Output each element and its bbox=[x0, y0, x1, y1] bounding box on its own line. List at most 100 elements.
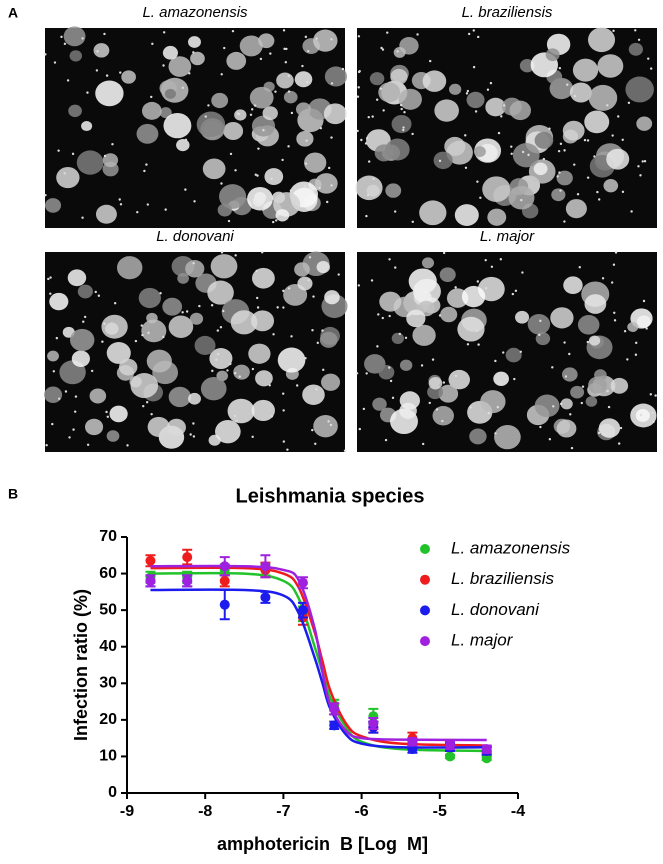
parasite bbox=[305, 139, 308, 142]
parasite bbox=[274, 90, 277, 93]
cell bbox=[89, 388, 107, 404]
parasite bbox=[612, 263, 616, 266]
parasite bbox=[226, 369, 229, 372]
cell bbox=[106, 342, 131, 364]
cell bbox=[247, 186, 273, 211]
parasite bbox=[307, 279, 310, 282]
parasite bbox=[484, 287, 488, 290]
parasite bbox=[612, 29, 615, 33]
data-point bbox=[260, 561, 271, 572]
parasite bbox=[64, 390, 68, 393]
parasite bbox=[289, 189, 293, 192]
cell bbox=[200, 377, 227, 401]
parasite bbox=[229, 362, 232, 366]
parasite bbox=[63, 172, 66, 175]
data-point bbox=[219, 599, 230, 610]
cell bbox=[448, 369, 470, 390]
parasite bbox=[285, 47, 288, 51]
cell bbox=[283, 90, 298, 104]
parasite bbox=[548, 127, 551, 130]
cell bbox=[189, 312, 204, 325]
parasite bbox=[318, 186, 321, 190]
parasite bbox=[97, 294, 101, 297]
cell bbox=[534, 394, 560, 418]
cell bbox=[69, 50, 83, 62]
parasite bbox=[283, 47, 286, 51]
cell bbox=[56, 166, 80, 189]
image-label: L. braziliensis bbox=[462, 4, 553, 21]
parasite bbox=[145, 400, 149, 404]
parasite bbox=[282, 289, 285, 293]
parasite bbox=[231, 29, 235, 33]
parasite bbox=[474, 110, 478, 113]
parasite bbox=[287, 145, 290, 148]
cell bbox=[324, 66, 347, 87]
parasite bbox=[357, 284, 361, 287]
data-point bbox=[219, 575, 230, 586]
parasite bbox=[364, 142, 368, 145]
cell bbox=[141, 319, 167, 343]
parasite bbox=[304, 357, 307, 360]
cell bbox=[584, 110, 610, 134]
parasite bbox=[147, 331, 150, 335]
parasite bbox=[219, 326, 223, 329]
cell bbox=[428, 377, 443, 390]
parasite bbox=[233, 414, 237, 418]
parasite bbox=[301, 64, 304, 68]
cell bbox=[588, 84, 618, 111]
cell bbox=[294, 71, 313, 88]
legend-marker bbox=[420, 605, 430, 616]
parasite bbox=[586, 340, 590, 344]
parasite bbox=[367, 115, 370, 119]
data-point bbox=[182, 575, 193, 586]
parasite bbox=[304, 35, 308, 39]
parasite bbox=[365, 214, 368, 218]
parasite bbox=[421, 442, 425, 446]
parasite bbox=[637, 38, 641, 42]
cell bbox=[421, 257, 435, 269]
parasite bbox=[95, 69, 99, 72]
parasite bbox=[321, 329, 324, 332]
cell bbox=[390, 68, 408, 85]
parasite bbox=[51, 422, 54, 426]
data-point bbox=[329, 703, 340, 714]
parasite bbox=[314, 442, 317, 445]
parasite bbox=[49, 292, 52, 295]
parasite bbox=[192, 422, 195, 425]
cell bbox=[233, 364, 250, 380]
legend-marker bbox=[420, 574, 430, 585]
parasite bbox=[510, 145, 513, 148]
cell bbox=[461, 285, 486, 308]
parasite bbox=[366, 193, 370, 197]
parasite bbox=[192, 262, 195, 265]
y-tick-label: 60 bbox=[99, 565, 117, 582]
cell bbox=[369, 72, 385, 86]
cell bbox=[163, 112, 192, 139]
cell bbox=[587, 27, 616, 53]
parasite bbox=[326, 200, 329, 204]
parasite bbox=[552, 405, 555, 408]
parasite bbox=[113, 302, 117, 305]
cell bbox=[494, 425, 521, 450]
parasite bbox=[106, 415, 110, 418]
cell bbox=[77, 284, 93, 299]
parasite bbox=[274, 219, 278, 222]
parasite bbox=[53, 61, 57, 64]
cell bbox=[625, 76, 654, 103]
x-tick-label: -6 bbox=[354, 803, 368, 820]
cell bbox=[44, 198, 62, 213]
cell bbox=[398, 88, 422, 110]
parasite bbox=[617, 442, 621, 445]
parasite bbox=[188, 72, 191, 75]
parasite bbox=[564, 375, 568, 378]
cell bbox=[146, 349, 172, 373]
cell bbox=[446, 140, 473, 165]
parasite bbox=[229, 152, 233, 156]
cell bbox=[545, 48, 560, 62]
cell bbox=[85, 418, 104, 436]
parasite bbox=[355, 372, 359, 375]
parasite bbox=[438, 159, 442, 163]
parasite bbox=[72, 428, 75, 431]
cell bbox=[432, 405, 454, 426]
parasite bbox=[254, 173, 257, 176]
